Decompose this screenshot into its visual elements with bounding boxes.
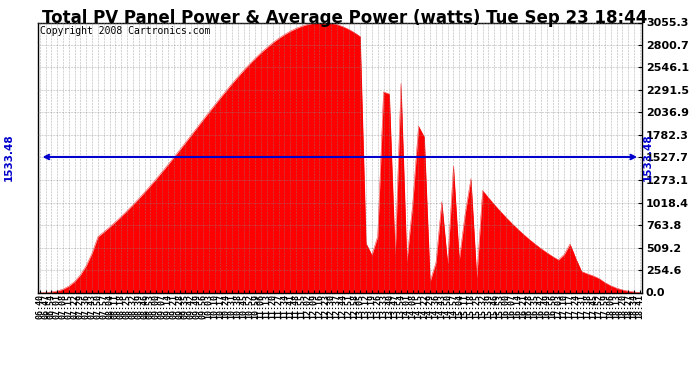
Text: Copyright 2008 Cartronics.com: Copyright 2008 Cartronics.com [40, 26, 210, 36]
Text: 1533.48: 1533.48 [4, 133, 14, 181]
Text: Total PV Panel Power & Average Power (watts) Tue Sep 23 18:44: Total PV Panel Power & Average Power (wa… [42, 9, 648, 27]
Text: 1533.48: 1533.48 [643, 133, 653, 181]
